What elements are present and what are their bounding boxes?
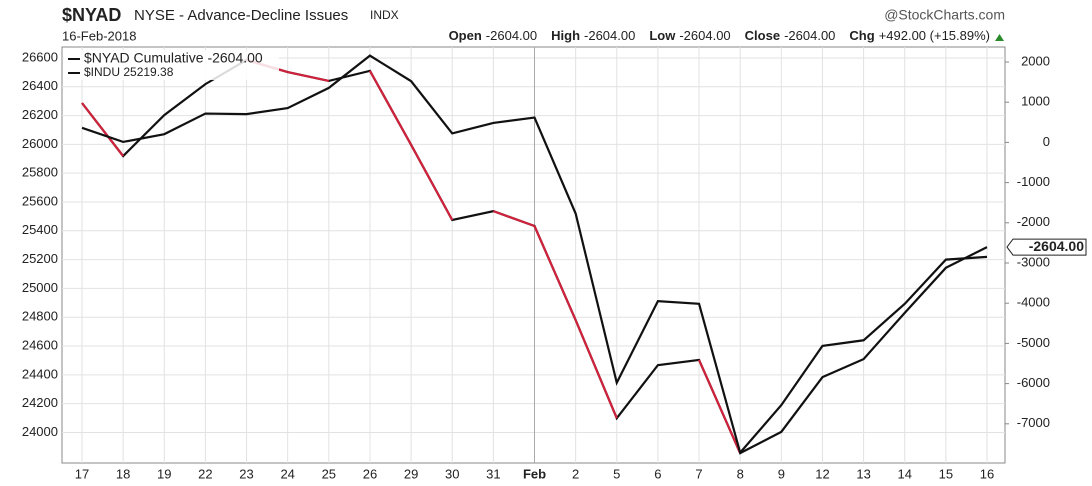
x-tick-label: 2	[572, 466, 579, 481]
y2-tick-label: 1000	[1021, 94, 1050, 109]
legend-bg	[64, 50, 279, 80]
y2-tick-label: 0	[1043, 134, 1050, 149]
source: @StockCharts.com	[884, 7, 1005, 23]
x-tick-label: 15	[939, 466, 953, 481]
stat-value: -2604.00	[679, 28, 730, 43]
stat-value: -2604.00	[784, 28, 835, 43]
date: 16-Feb-2018	[62, 28, 136, 43]
down-segment	[368, 70, 413, 146]
y-tick-label: 26600	[22, 49, 58, 64]
y-tick-label: 24200	[22, 395, 58, 410]
down-segment	[698, 359, 742, 454]
down-segment	[81, 102, 125, 157]
x-tick-label: 30	[445, 466, 459, 481]
y-tick-label: 26400	[22, 78, 58, 93]
x-tick-label: 26	[363, 466, 377, 481]
y-tick-label: 25200	[22, 251, 58, 266]
y-tick-label: 26000	[22, 136, 58, 151]
plot-frame	[61, 46, 1006, 464]
x-tick-label: 17	[75, 466, 89, 481]
price-tag	[1006, 238, 1087, 256]
x-tick-label: 5	[613, 466, 620, 481]
x-tick-label: 8	[737, 466, 744, 481]
stat-label: Close	[745, 28, 780, 43]
y-tick-label: 25600	[22, 193, 58, 208]
y2-tick-label: -1000	[1017, 174, 1050, 189]
x-tick-label: 12	[815, 466, 829, 481]
x-tick-label: 19	[157, 466, 171, 481]
stats: Open -2604.00 High -2604.00 Low -2604.00 Close…	[449, 28, 990, 43]
x-tick-label: 25	[322, 466, 336, 481]
y-tick-label: 24000	[22, 424, 58, 439]
stat-label: Low	[649, 28, 676, 43]
y-tick-label: 24400	[22, 366, 58, 381]
stat-value: -2604.00	[486, 28, 537, 43]
x-tick-label: 14	[897, 466, 911, 481]
stat-value: +492.00 (+15.89%)	[879, 28, 990, 43]
x-tick-label: 31	[486, 466, 500, 481]
x-tick-label: 6	[654, 466, 661, 481]
y2-tick-label: -4000	[1017, 295, 1050, 310]
down-segment	[574, 319, 618, 419]
subtitle: NYSE - Advance-Decline Issues	[134, 7, 348, 24]
legend-label: $INDU 25219.38	[84, 65, 174, 79]
down-segment	[533, 225, 577, 321]
y-tick-label: 24800	[22, 309, 58, 324]
x-tick-label: 13	[856, 466, 870, 481]
x-tick-label: Feb	[523, 466, 546, 481]
stat-label: Open	[449, 28, 482, 43]
x-tick-label: 7	[695, 466, 702, 481]
exchange: INDX	[370, 8, 399, 22]
stat-value: -2604.00	[584, 28, 635, 43]
price-tag-label: -2604.00	[1029, 238, 1084, 254]
down-segment	[410, 144, 454, 221]
y-tick-label: 25000	[22, 280, 58, 295]
x-tick-label: 24	[280, 466, 294, 481]
x-tick-label: 18	[116, 466, 130, 481]
y2-tick-label: 2000	[1021, 53, 1050, 68]
down-segment	[287, 70, 330, 82]
x-tick-label: 29	[404, 466, 418, 481]
stat-label: High	[551, 28, 580, 43]
y2-tick-label: -3000	[1017, 254, 1050, 269]
x-tick-label: 16	[980, 466, 994, 481]
legend-label: $NYAD Cumulative -2604.00	[84, 50, 263, 66]
y-tick-label: 26200	[22, 107, 58, 122]
stat-label: Chg	[849, 28, 874, 43]
y2-tick-label: -6000	[1017, 375, 1050, 390]
y2-tick-label: -2000	[1017, 214, 1050, 229]
series-line	[81, 54, 988, 455]
y-tick-label: 24600	[22, 337, 58, 352]
down-segment	[492, 210, 535, 228]
y-tick-label: 25800	[22, 165, 58, 180]
x-tick-label: 22	[198, 466, 212, 481]
x-tick-label: 23	[239, 466, 253, 481]
x-tick-label: 9	[778, 466, 785, 481]
symbol: $NYAD	[62, 5, 121, 25]
y-tick-label: 25400	[22, 222, 58, 237]
y2-tick-label: -7000	[1017, 415, 1050, 430]
up-arrow	[995, 34, 1004, 41]
y2-tick-label: -5000	[1017, 335, 1050, 350]
